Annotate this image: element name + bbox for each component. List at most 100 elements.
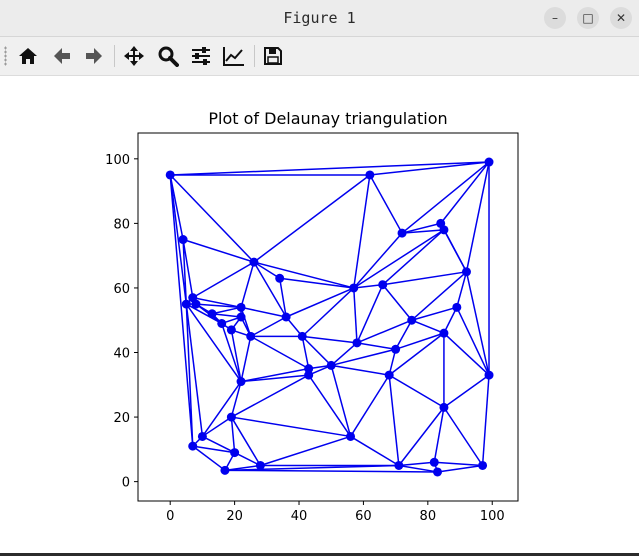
minimize-button[interactable]: – xyxy=(544,7,566,29)
triangulation-edge xyxy=(301,287,355,337)
data-point xyxy=(249,257,259,267)
triangulation-edge xyxy=(331,348,396,367)
data-point xyxy=(391,344,401,354)
triangulation-edge xyxy=(411,271,467,321)
triangulation-edge xyxy=(349,374,390,437)
pan-button[interactable] xyxy=(121,43,147,69)
triangulation-edge xyxy=(240,306,287,318)
data-point xyxy=(236,312,246,322)
edit-curve-icon xyxy=(223,47,244,66)
triangulation-edge xyxy=(182,239,188,305)
data-point xyxy=(255,460,265,470)
triangulation-edge xyxy=(230,329,242,382)
triangulation-edge xyxy=(230,381,242,418)
maximize-button[interactable]: □ xyxy=(577,7,599,29)
toolbar-separator xyxy=(254,45,255,67)
data-point xyxy=(230,448,240,458)
figure-canvas[interactable]: Plot of Delaunay triangulation 0 20 40 60 80… xyxy=(0,76,639,553)
data-point xyxy=(326,360,336,370)
y-tick-label: 0 xyxy=(122,476,130,491)
data-point xyxy=(478,460,488,470)
triangulation-edge xyxy=(388,374,445,409)
axes-frame xyxy=(137,132,519,502)
forward-arrow-icon xyxy=(86,48,102,64)
triangulation-edge xyxy=(456,306,490,376)
triangulation-edge xyxy=(398,464,438,473)
triangulation-edge xyxy=(411,306,458,321)
triangulation-edge xyxy=(278,278,287,318)
triangulation-edge xyxy=(202,435,235,454)
data-point xyxy=(297,331,307,341)
data-point xyxy=(246,331,256,341)
data-point xyxy=(452,302,462,312)
triangulation-edge xyxy=(285,287,355,318)
triangulation-edge xyxy=(221,323,242,382)
triangulation-edge xyxy=(382,284,413,321)
triangulation-edge xyxy=(398,461,435,467)
triangulation-edge xyxy=(224,464,399,472)
x-tick-label: 40 xyxy=(291,509,308,524)
data-point xyxy=(217,318,227,328)
triangulation-edge xyxy=(230,417,236,453)
triangulation-edge xyxy=(253,261,281,279)
triangulation-edge xyxy=(279,277,354,289)
data-point xyxy=(207,309,217,319)
save-button[interactable] xyxy=(260,43,286,69)
data-point xyxy=(394,460,404,470)
triangulation-edge xyxy=(211,306,242,315)
triangulation-edge xyxy=(443,374,490,408)
triangulation-edge xyxy=(169,174,255,263)
triangulation-edge xyxy=(169,174,194,447)
data-point xyxy=(484,157,494,167)
triangulation-edge xyxy=(456,271,468,308)
triangulation-edge xyxy=(182,238,255,263)
triangulation-edge xyxy=(353,232,403,289)
triangulation-edge xyxy=(330,365,352,437)
data-point xyxy=(439,328,449,338)
y-tick-label: 40 xyxy=(113,347,130,362)
zoom-button[interactable] xyxy=(155,43,181,69)
triangulation-edge xyxy=(308,374,352,437)
triangulation-edge xyxy=(433,407,445,463)
data-point xyxy=(439,402,449,412)
home-button[interactable] xyxy=(15,43,41,69)
triangulation-edge xyxy=(250,335,310,370)
triangulation-edge xyxy=(192,261,255,299)
triangulation-edge xyxy=(231,374,310,418)
window-title: Figure 1 xyxy=(283,9,356,27)
data-point xyxy=(397,228,407,238)
toolbar-grip[interactable] xyxy=(4,46,7,66)
close-button[interactable]: ✕ xyxy=(610,7,632,29)
edit-axis-button[interactable] xyxy=(221,43,247,69)
triangulation-edge xyxy=(240,261,255,308)
triangulation-edge xyxy=(170,161,490,176)
back-button[interactable] xyxy=(49,43,75,69)
zoom-icon xyxy=(158,46,179,67)
data-point xyxy=(275,273,285,283)
triangulation-edge xyxy=(192,296,242,309)
triangulation-edge xyxy=(369,174,403,234)
triangulation-edge xyxy=(211,313,242,318)
forward-button[interactable] xyxy=(81,43,107,69)
triangulation-edge xyxy=(398,406,445,466)
triangulation-edge xyxy=(465,161,490,272)
triangulation-edge xyxy=(382,271,467,286)
triangulation-edge xyxy=(240,367,309,383)
window-bottom-border xyxy=(0,553,639,556)
triangulation-edge xyxy=(394,319,413,350)
configure-subplots-button[interactable] xyxy=(188,43,214,69)
triangulation-edge xyxy=(330,342,358,366)
pan-icon xyxy=(124,46,144,66)
triangulation-edge xyxy=(240,374,309,383)
chart-title: Plot of Delaunay triangulation xyxy=(208,109,447,128)
triangulation-edge xyxy=(443,406,484,466)
y-tick-label: 100 xyxy=(105,153,130,168)
data-point xyxy=(384,370,394,380)
x-tick-label: 0 xyxy=(166,509,174,524)
data-point xyxy=(281,312,291,322)
data-point xyxy=(304,364,314,374)
triangulation-edge xyxy=(253,261,354,289)
triangulation-edge xyxy=(169,174,184,240)
triangulation-edge xyxy=(388,332,445,376)
data-point xyxy=(181,299,191,309)
